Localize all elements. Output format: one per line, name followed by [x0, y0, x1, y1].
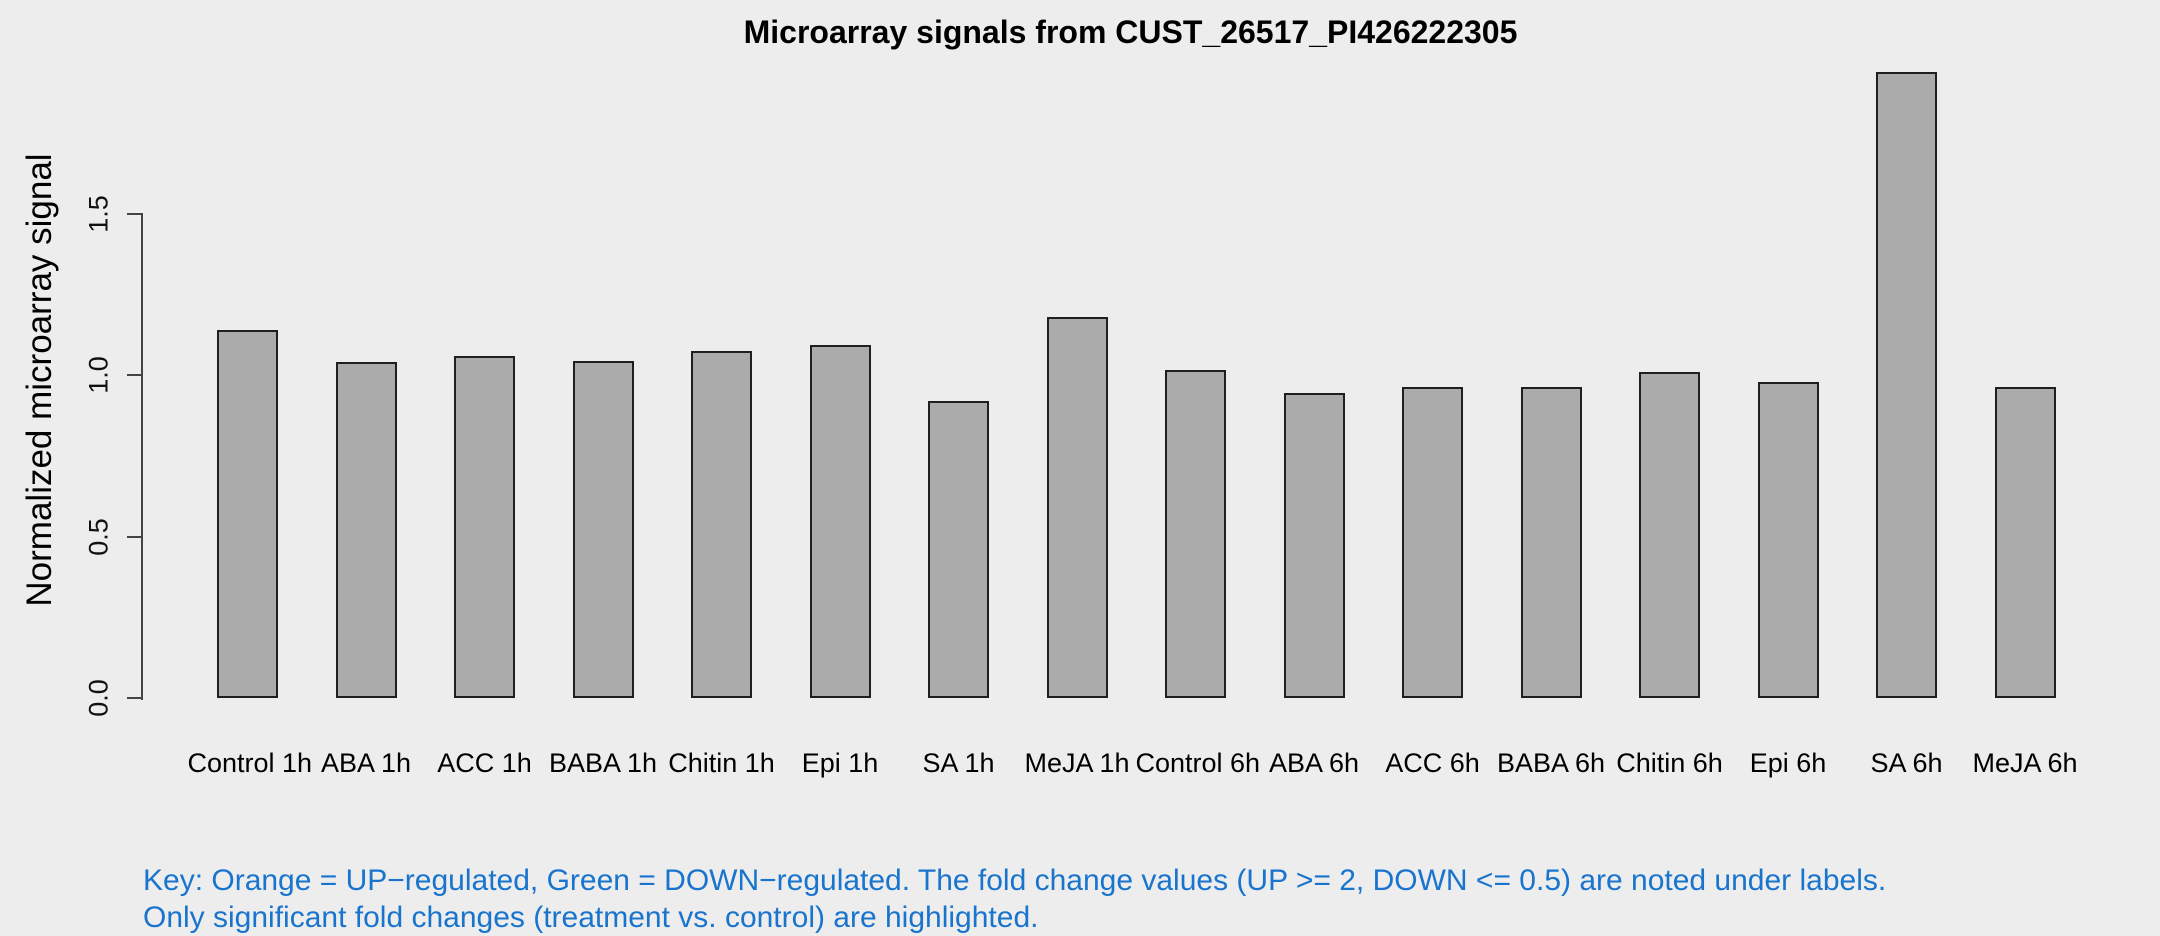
y-tick-mark: [127, 535, 141, 538]
bar: [928, 401, 989, 698]
bar: [1994, 387, 2056, 698]
y-tick-label: 1.5: [83, 195, 114, 233]
bar: [1520, 387, 1582, 698]
x-axis-label: Control 6h: [1135, 748, 1261, 778]
x-axis-label: Chitin 6h: [1616, 748, 1723, 778]
x-axis-label: Control 1h: [187, 748, 313, 778]
chart-title: Microarray signals from CUST_26517_PI426…: [743, 14, 1518, 50]
bar: [1165, 370, 1226, 698]
x-axis-label: SA 1h: [922, 748, 995, 778]
x-axis-label: ABA 6h: [1268, 748, 1360, 778]
bar: [691, 351, 752, 698]
x-axis-label: Epi 1h: [801, 748, 879, 778]
bar: [454, 356, 515, 698]
bar: [1757, 382, 1819, 698]
bar: [1876, 72, 1937, 698]
x-axis-label: ABA 1h: [320, 748, 412, 778]
y-tick-mark: [127, 697, 141, 699]
bar: [1283, 393, 1345, 698]
x-axis-label: ACC 6h: [1385, 748, 1480, 778]
y-tick-mark: [127, 212, 141, 215]
x-axis-label: MeJA 1h: [1024, 748, 1130, 778]
bar: [1046, 317, 1108, 698]
x-axis-label: BABA 1h: [548, 748, 658, 778]
x-axis-label: SA 6h: [1870, 748, 1943, 778]
x-axis-label: Epi 6h: [1749, 748, 1827, 778]
x-axis-label: BABA 6h: [1496, 748, 1606, 778]
bar: [217, 330, 278, 698]
y-tick-label: 0.5: [83, 517, 114, 556]
y-axis-line: [141, 213, 143, 700]
y-tick-label: 1.0: [83, 356, 114, 395]
x-axis-label: Chitin 1h: [668, 748, 775, 778]
bar: [809, 345, 871, 698]
bar: [1639, 372, 1700, 698]
y-tick-mark: [127, 374, 141, 377]
x-axis-label: ACC 1h: [437, 748, 532, 778]
footnote-line-2: Only significant fold changes (treatment…: [143, 901, 1039, 934]
footnote-line-1: Key: Orange = UP−regulated, Green = DOWN…: [143, 864, 1887, 897]
bar: [335, 362, 397, 698]
x-axis-label: MeJA 6h: [1972, 748, 2078, 778]
y-axis-title: Normalized microarray signal: [20, 153, 59, 607]
bar: [572, 361, 634, 698]
bar: [1402, 387, 1463, 698]
y-tick-label: 0.0: [83, 679, 114, 717]
